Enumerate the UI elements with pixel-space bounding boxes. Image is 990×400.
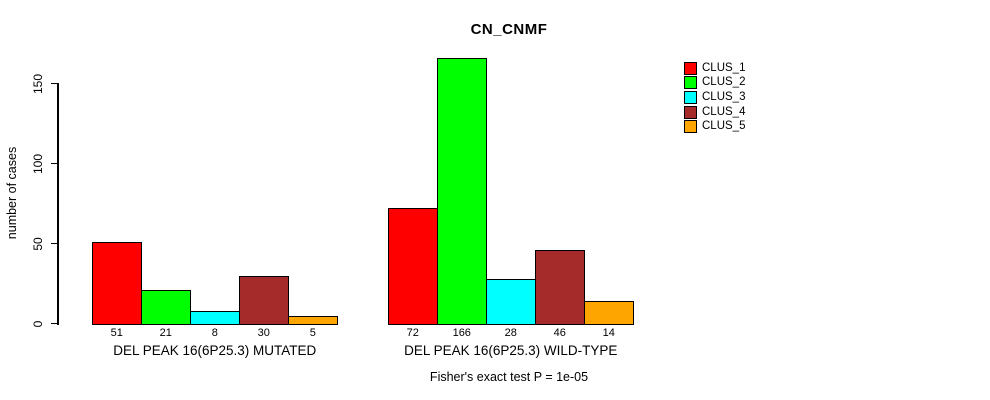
y-axis-title: number of cases bbox=[5, 146, 19, 240]
bar-value-label: 8 bbox=[211, 327, 218, 339]
y-axis-tick bbox=[50, 322, 57, 325]
bar-value-label: 51 bbox=[110, 327, 123, 339]
bar-value-label: 5 bbox=[309, 327, 316, 339]
legend-item-label: CLUS_2 bbox=[702, 76, 746, 89]
bar-clus_4-group1 bbox=[238, 275, 289, 325]
bar-value-label: 46 bbox=[553, 327, 566, 339]
y-axis-tick bbox=[50, 162, 57, 165]
bar-clus_2-group2 bbox=[436, 57, 487, 325]
y-tick-label: 0 bbox=[31, 320, 45, 327]
bar-clus_5-group2 bbox=[583, 301, 634, 325]
bar-clus_5-group1 bbox=[287, 315, 338, 325]
legend-item-label: CLUS_4 bbox=[702, 105, 746, 118]
y-axis-line bbox=[57, 83, 59, 325]
bar-clus_3-group1 bbox=[189, 310, 240, 325]
bar-value-label: 166 bbox=[452, 327, 471, 339]
bar-clus_1-group2 bbox=[387, 208, 438, 325]
legend-item-label: CLUS_1 bbox=[702, 61, 746, 74]
y-axis-tick bbox=[50, 242, 57, 245]
chart-title: CN_CNMF bbox=[470, 21, 548, 38]
legend-swatch-clus_1 bbox=[684, 61, 697, 75]
legend-item-clus_1: CLUS_1 bbox=[684, 61, 746, 75]
bar-value-label: 30 bbox=[257, 327, 270, 339]
legend-swatch-clus_2 bbox=[684, 76, 697, 90]
legend-swatch-clus_5 bbox=[684, 120, 697, 134]
x-category-label: DEL PEAK 16(6P25.3) WILD-TYPE bbox=[404, 343, 618, 358]
bar-value-label: 72 bbox=[406, 327, 419, 339]
bar-clus_1-group1 bbox=[91, 241, 142, 325]
bar-clus_2-group1 bbox=[140, 289, 191, 325]
bar-value-label: 21 bbox=[159, 327, 172, 339]
bar-value-label: 28 bbox=[504, 327, 517, 339]
bar-clus_4-group2 bbox=[534, 249, 585, 325]
y-tick-label: 150 bbox=[31, 73, 45, 94]
bar-clus_3-group2 bbox=[485, 278, 536, 325]
y-tick-label: 50 bbox=[31, 236, 45, 251]
legend-item-clus_3: CLUS_3 bbox=[684, 90, 746, 104]
x-category-label: DEL PEAK 16(6P25.3) MUTATED bbox=[113, 343, 317, 358]
legend-item-clus_5: CLUS_5 bbox=[684, 120, 746, 134]
stat-test-note: Fisher's exact test P = 1e-05 bbox=[429, 370, 589, 384]
legend-item-clus_4: CLUS_4 bbox=[684, 105, 746, 119]
y-tick-label: 100 bbox=[31, 153, 45, 174]
bar-value-label: 14 bbox=[602, 327, 615, 339]
y-axis-tick bbox=[50, 82, 57, 85]
legend-swatch-clus_3 bbox=[684, 90, 697, 104]
legend-item-label: CLUS_3 bbox=[702, 90, 746, 103]
legend-item-clus_2: CLUS_2 bbox=[684, 76, 746, 90]
legend-item-label: CLUS_5 bbox=[702, 120, 746, 133]
legend-swatch-clus_4 bbox=[684, 105, 697, 119]
